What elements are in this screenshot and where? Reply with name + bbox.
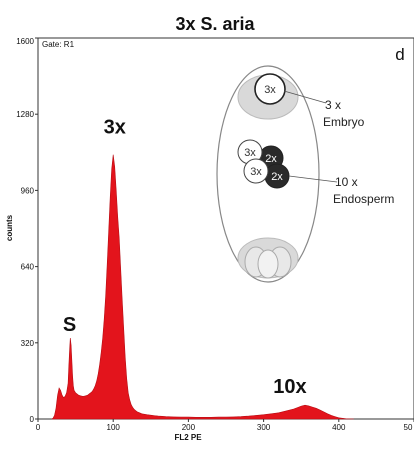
peak-label: 10x <box>273 376 306 398</box>
endosperm-cell-light-2 <box>243 158 269 184</box>
embryo-leader-line <box>283 90 327 104</box>
x-axis-label: FL2 PE <box>174 433 202 442</box>
y-tick-label: 0 <box>30 415 35 424</box>
y-tick-label: 1600 <box>16 37 34 46</box>
y-tick-label: 640 <box>21 263 35 272</box>
x-tick-label: 300 <box>257 423 271 432</box>
x-tick-label: 200 <box>182 423 196 432</box>
embryo-cell-label: 3x <box>264 84 276 96</box>
x-tick-label: 0 <box>36 423 41 432</box>
x-tick-label: 50 <box>404 423 413 432</box>
peak-labels: S 3x 10x <box>63 116 307 398</box>
endosperm-dark-label-1: 2x <box>265 153 277 165</box>
endosperm-light-label-2: 3x <box>250 166 262 178</box>
peak-label: S <box>63 314 76 336</box>
y-tick-label: 1280 <box>16 110 34 119</box>
endosperm-light-label-1: 3x <box>244 147 256 159</box>
histogram-series-0 <box>51 154 354 420</box>
x-tick-label: 400 <box>332 423 346 432</box>
embryo-ploidy-label: 3 x <box>325 98 341 112</box>
y-tick-label: 960 <box>21 186 35 195</box>
bottom-cell-3 <box>257 249 279 279</box>
embryo-name-label: Embryo <box>323 115 365 129</box>
histogram-layer <box>51 154 354 420</box>
endosperm-name-label: Endosperm <box>333 192 394 206</box>
peak-label: 3x <box>104 116 126 138</box>
chart-title: 3x S. aria <box>175 14 255 34</box>
endosperm-dark-label-2: 2x <box>271 171 283 183</box>
endosperm-leader-line <box>288 175 338 183</box>
y-axis-label: counts <box>5 214 14 241</box>
gate-label: Gate: R1 <box>42 40 75 49</box>
panel-label: d <box>395 45 404 64</box>
seed-diagram: 3x 3x 3x 2x 2x 3 x Embryo 10 x Endosperm <box>216 65 394 283</box>
x-tick-label: 100 <box>107 423 121 432</box>
endosperm-ploidy-label: 10 x <box>335 175 358 189</box>
embryo-cell <box>254 73 286 105</box>
y-tick-label: 320 <box>21 339 35 348</box>
